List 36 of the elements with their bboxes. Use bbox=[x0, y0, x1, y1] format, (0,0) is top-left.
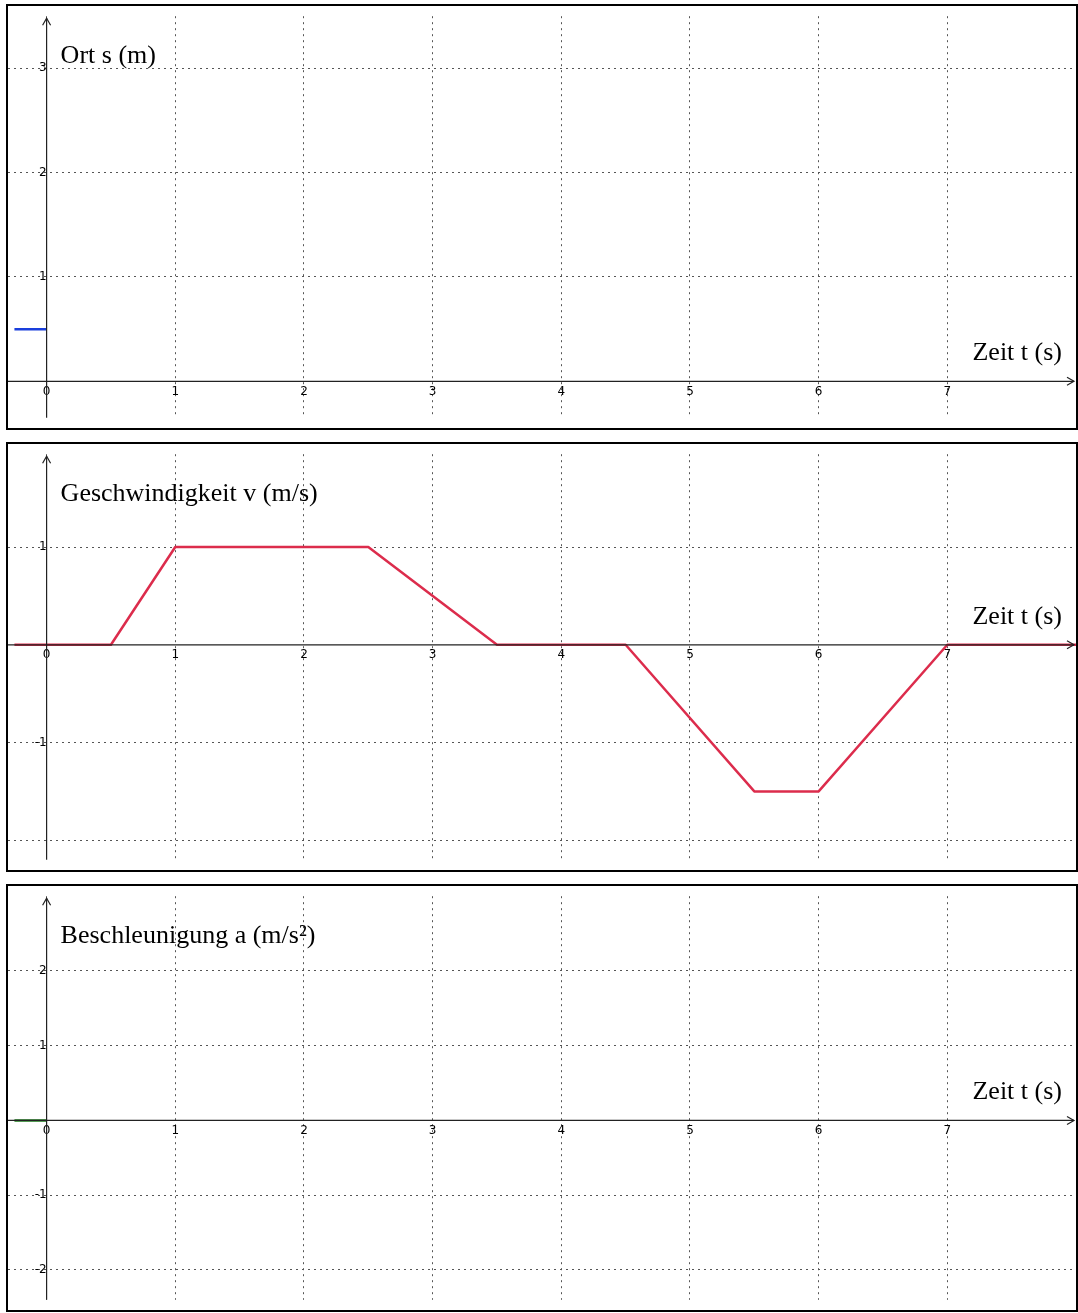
x-tick-label: 3 bbox=[428, 383, 437, 398]
y-tick-label: 3 bbox=[38, 60, 47, 75]
y-tick-label: 1 bbox=[38, 269, 47, 284]
y-tick-label: 2 bbox=[38, 963, 47, 978]
x-tick-label: 7 bbox=[943, 383, 952, 398]
y-axis-title: Geschwindigkeit v (m/s) bbox=[60, 478, 318, 508]
x-tick-label: 1 bbox=[171, 647, 180, 662]
x-tick-label: 4 bbox=[557, 383, 566, 398]
x-axis-title: Zeit t (s) bbox=[972, 1076, 1062, 1106]
x-axis-title: Zeit t (s) bbox=[972, 600, 1062, 630]
x-tick-label: 7 bbox=[943, 1122, 952, 1137]
x-tick-label: 5 bbox=[686, 647, 694, 662]
x-tick-label: 5 bbox=[686, 1122, 694, 1137]
x-axis-title: Zeit t (s) bbox=[972, 337, 1062, 367]
x-tick-label: 2 bbox=[300, 383, 308, 398]
x-tick-label: 4 bbox=[557, 1122, 566, 1137]
x-tick-label: 3 bbox=[428, 647, 437, 662]
x-tick-label: 3 bbox=[428, 1122, 437, 1137]
y-tick-label: -1 bbox=[34, 734, 47, 749]
y-tick-label: 2 bbox=[38, 164, 47, 179]
x-tick-label: 4 bbox=[557, 647, 566, 662]
y-tick-label: 1 bbox=[38, 539, 47, 554]
x-tick-label: 2 bbox=[300, 647, 308, 662]
x-tick-label: 2 bbox=[300, 1122, 308, 1137]
y-tick-label: -1 bbox=[34, 1187, 47, 1202]
y-axis-title: Beschleunigung a (m/s²) bbox=[60, 920, 316, 950]
y-tick-label: 1 bbox=[38, 1037, 47, 1052]
x-tick-label: 6 bbox=[814, 383, 823, 398]
x-tick-label: 6 bbox=[814, 1122, 823, 1137]
x-tick-label: 1 bbox=[171, 383, 180, 398]
x-tick-label: 7 bbox=[943, 647, 952, 662]
y-tick-label: -2 bbox=[34, 1262, 47, 1277]
x-tick-label: 1 bbox=[171, 1122, 180, 1137]
x-tick-label: 5 bbox=[686, 383, 694, 398]
y-axis-title: Ort s (m) bbox=[60, 40, 156, 70]
x-tick-label: 6 bbox=[814, 647, 823, 662]
